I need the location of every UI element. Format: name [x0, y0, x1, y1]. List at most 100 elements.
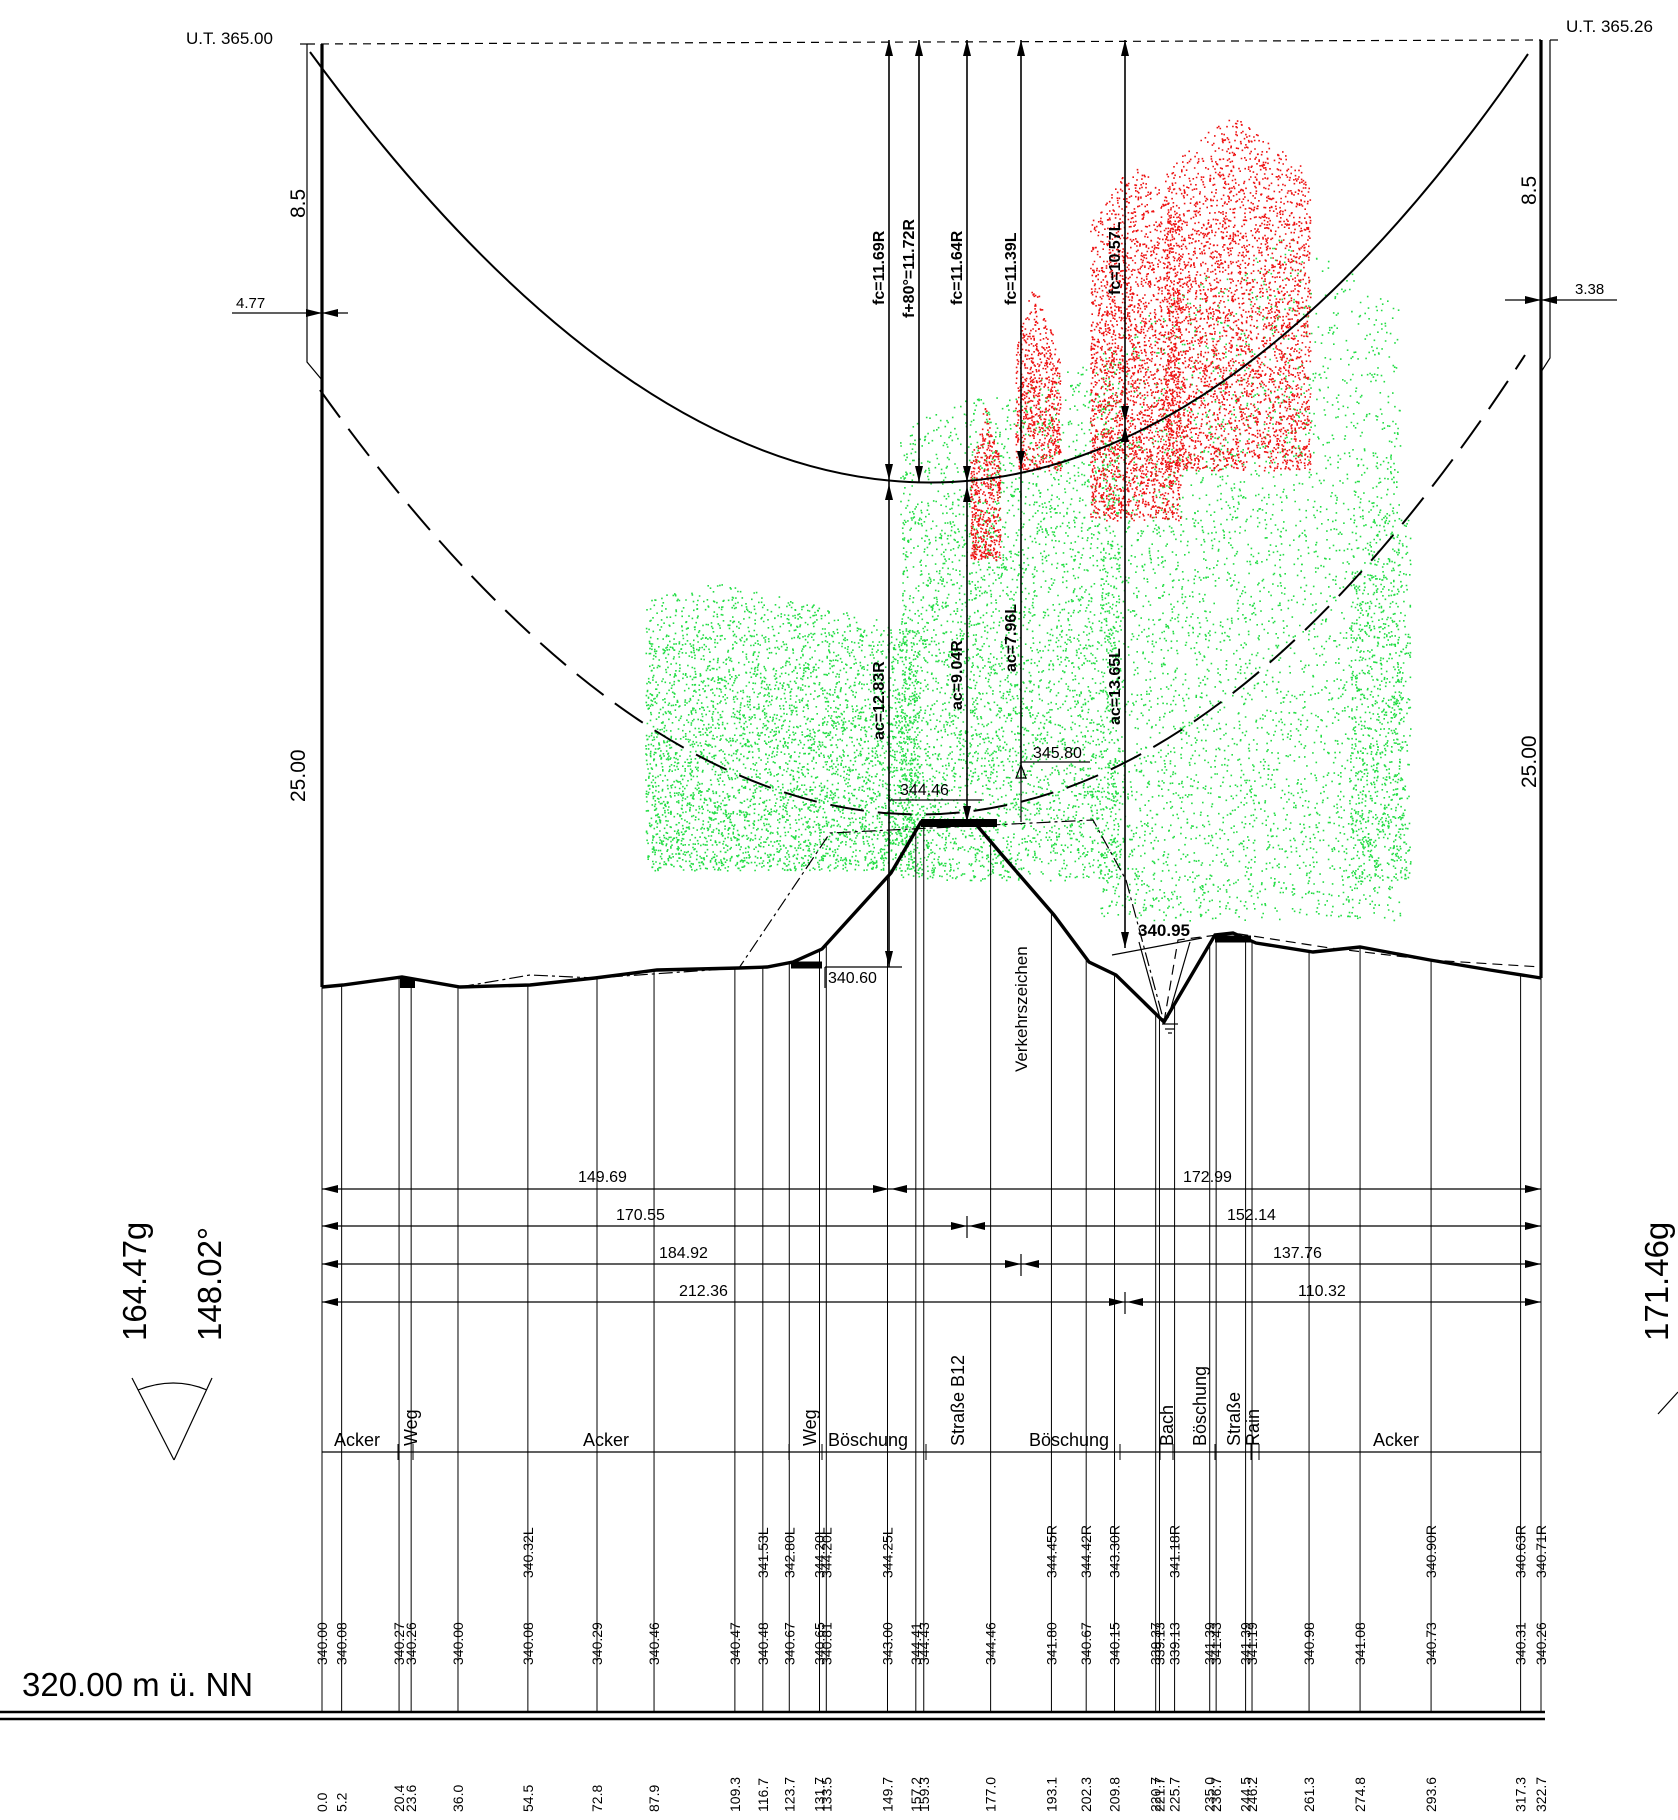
station-object-height: 344.42R — [1078, 1525, 1094, 1578]
station-object-height: 344.25L — [879, 1527, 895, 1578]
station-elevation: 340.73 — [1423, 1622, 1439, 1665]
station-distance: 149.7 — [879, 1777, 895, 1812]
span-left-1: 149.69 — [578, 1169, 627, 1186]
station-lines — [321, 822, 1542, 1712]
conductor-curve — [309, 51, 1529, 484]
station-object-height: 344.20L — [811, 1527, 827, 1578]
station-elevation: 339.13 — [1167, 1622, 1183, 1665]
left-angle-symbol — [131, 1377, 213, 1461]
land-use-strasse: Straße — [1224, 1392, 1244, 1446]
sag-measure-lines — [888, 40, 1126, 967]
station-object-height: 341.53L — [755, 1527, 771, 1578]
station-distance: 87.9 — [646, 1785, 662, 1812]
station-distance: 54.5 — [520, 1785, 536, 1812]
station-elevation: 340.27 — [391, 1622, 407, 1665]
station-distance: 0.0 — [314, 1792, 330, 1812]
creek-symbol — [1162, 1023, 1178, 1034]
vegetation-points — [645, 584, 922, 872]
station-distance: 274.8 — [1352, 1777, 1368, 1812]
vegetation-points-conflict — [970, 119, 1312, 562]
station-elevation: 340.98 — [1301, 1622, 1317, 1665]
traffic-sign-label: Verkehrszeichen — [1012, 946, 1031, 1072]
right-top-elevation: U.T. 365.26 — [1566, 17, 1653, 36]
land-use-acker-3: Acker — [1373, 1430, 1419, 1450]
station-elevation: 341.08 — [1352, 1622, 1368, 1665]
path-left-marker — [400, 978, 415, 988]
vegetation-points-clear — [645, 239, 1412, 922]
station-object-height: 344.20L — [818, 1527, 834, 1578]
station-object-height: 343.30R — [1107, 1525, 1123, 1578]
terrain-dashdot-line — [459, 819, 1165, 1023]
land-use-ticks — [321, 1444, 1542, 1460]
station-object-height: 342.80L — [781, 1527, 797, 1578]
station-elevation: 340.48 — [755, 1622, 771, 1665]
vegetation-points — [900, 361, 1122, 882]
span-dimensions — [322, 1185, 1541, 1314]
station-elevation: 344.46 — [983, 1622, 999, 1665]
station-elevation: 344.41 — [908, 1622, 924, 1665]
left-tower — [232, 43, 348, 987]
station-elevation: 344.43 — [916, 1622, 932, 1665]
station-elevation: 340.00 — [450, 1622, 466, 1665]
station-distance: 157.2 — [908, 1777, 924, 1812]
station-object-height: 340.63R — [1513, 1525, 1529, 1578]
station-elevation: 340.31 — [1513, 1622, 1529, 1665]
span-left-2: 170.55 — [616, 1207, 665, 1224]
sag-label-3: fc=11.64R — [949, 230, 966, 305]
station-distance: 317.3 — [1513, 1777, 1529, 1812]
right-tower — [1505, 39, 1617, 978]
station-object-height: 340.71R — [1533, 1525, 1549, 1578]
station-distance: 133.5 — [818, 1777, 834, 1812]
clearance-label-3: ac=7.96L — [1003, 604, 1020, 672]
span-right-1: 172.99 — [1183, 1169, 1232, 1186]
span-right-2: 152.14 — [1227, 1207, 1276, 1224]
vegetation-points — [1090, 168, 1182, 522]
left-angle-grad: 164.47g — [116, 1222, 153, 1341]
sag-label-5: fc=10.57L — [1107, 221, 1124, 295]
station-texts: 340.00 0.0 340.08 5.2 340.27 20.4 340.26 23.6 34… — [314, 1525, 1549, 1812]
span-right-3: 137.76 — [1273, 1245, 1322, 1262]
station-distance: 221.7 — [1151, 1777, 1167, 1812]
station-distance: 36.0 — [450, 1785, 466, 1812]
station-elevation: 340.29 — [589, 1622, 605, 1665]
station-distance: 202.3 — [1078, 1777, 1094, 1812]
station-distance: 225.7 — [1167, 1777, 1183, 1812]
station-distance: 159.3 — [916, 1777, 932, 1812]
clearance-label-1: ac=12.83R — [871, 661, 888, 740]
station-elevation: 340.26 — [403, 1622, 419, 1665]
station-elevation: 340.81 — [818, 1622, 834, 1665]
land-use-acker-1: Acker — [334, 1430, 380, 1450]
station-object-height: 341.18R — [1167, 1525, 1183, 1578]
station-elevation: 341.43 — [1208, 1622, 1224, 1665]
land-use-rain: Rain — [1243, 1409, 1263, 1446]
sag-label-1: fc=11.69R — [871, 230, 888, 305]
station-elevation: 340.67 — [1078, 1622, 1094, 1665]
station-distance: 23.6 — [403, 1785, 419, 1812]
span-right-4: 110.32 — [1298, 1283, 1346, 1300]
right-bank-dashed-line — [1163, 932, 1542, 1023]
clearance-label-4: ac=13.65L — [1107, 648, 1124, 725]
sag-label-2: f+80°=11.72R — [901, 219, 918, 318]
span-left-4: 212.36 — [679, 1283, 728, 1300]
clearance-label-2: ac=9.04R — [949, 640, 966, 710]
sag-label-4: fc=11.39L — [1003, 232, 1020, 305]
station-elevation: 341.80 — [1043, 1622, 1059, 1665]
station-distance: 72.8 — [589, 1785, 605, 1812]
land-use-weg-1: Weg — [401, 1409, 421, 1446]
right-offset-label: 8.5 — [1518, 176, 1541, 205]
land-use-weg-2: Weg — [800, 1409, 820, 1446]
station-elevation: 340.67 — [781, 1622, 797, 1665]
left-height-label: 25.00 — [287, 749, 310, 802]
vegetation-points — [1015, 291, 1062, 472]
right-height-label: 25.00 — [1518, 735, 1541, 788]
station-elevation: 340.08 — [520, 1622, 536, 1665]
station-object-height: 340.90R — [1423, 1525, 1439, 1578]
station-distance: 293.6 — [1423, 1777, 1439, 1812]
vegetation-points — [1165, 119, 1312, 472]
vegetation-points — [970, 408, 1002, 562]
span-left-3: 184.92 — [659, 1245, 708, 1262]
land-use-boeschung-1: Böschung — [828, 1430, 908, 1450]
station-distance: 5.2 — [334, 1792, 350, 1812]
station-elevation: 340.65 — [811, 1622, 827, 1665]
